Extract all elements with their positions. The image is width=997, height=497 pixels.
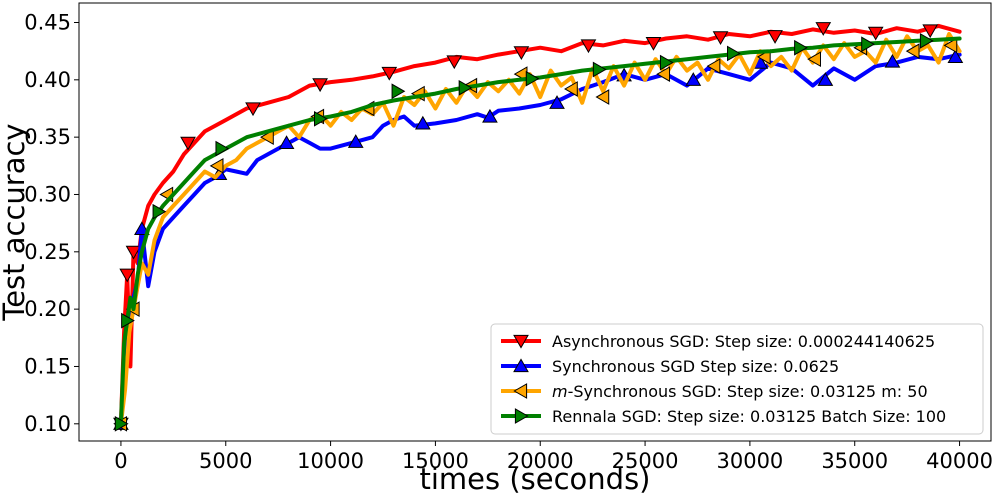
series-line [118,52,962,426]
series-marker [381,66,398,81]
x-axis-title: times (seconds) [419,462,650,496]
y-tick-label: 0.20 [24,297,71,321]
series-marker [347,134,364,148]
legend: Asynchronous SGD: Step size: 0.000244140… [490,323,984,435]
series-marker [482,108,498,123]
series-marker [245,102,261,117]
y-tick-label: 0.45 [24,10,71,34]
series-marker [209,157,224,174]
y-tick-label: 0.40 [24,68,71,92]
series-marker [513,46,530,60]
series-marker [312,78,328,93]
legend-marker [513,334,529,349]
x-tick-label: 15000 [402,449,469,473]
legend-label: Synchronous SGD Step size: 0.0625 [552,357,839,376]
series-marker [884,53,901,68]
legend-label: Rennala SGD: Step size: 0.03125 Batch Si… [552,407,946,426]
legend-label: Asynchronous SGD: Step size: 0.000244140… [552,332,935,351]
series-marker [134,221,150,235]
series-marker [767,30,783,44]
x-tick-label: 30000 [716,449,783,473]
series-marker [794,39,808,56]
series-marker [943,37,958,54]
x-tick-label: 5000 [199,449,252,473]
legend-marker [513,358,529,373]
series-marker [706,58,721,74]
x-tick-label: 20000 [507,449,574,473]
series-marker [580,39,597,54]
plot-frame [78,2,992,442]
series-4 [114,32,962,432]
series-marker [414,115,431,130]
series-1 [113,22,962,432]
series-marker [905,43,920,60]
series-line [118,23,962,426]
series-marker [807,51,821,68]
series-marker [861,36,875,53]
series-marker [817,72,834,86]
series-marker [114,415,129,432]
y-tick-label: 0.10 [24,412,71,436]
series-marker [867,26,884,41]
x-axis: 0 5000 10000 15000 20000 25000 30000 35000 40000 [114,441,993,473]
series-marker [121,312,135,329]
legend-label: m-Synchronous SGD: Step size: 0.03125 m:… [552,382,928,401]
series-3 [113,32,962,432]
series-marker [656,66,671,82]
series-marker [595,89,610,105]
series-marker [947,49,964,63]
series-marker [645,37,662,51]
legend-box [490,323,984,435]
series-marker [922,24,939,39]
series-marker [659,54,674,71]
series-marker [712,31,729,46]
y-tick-label: 0.15 [24,354,71,378]
y-axis-title: Test accuracy [0,123,31,321]
series-marker [458,79,473,96]
series-marker [215,140,230,157]
series-marker [119,268,136,283]
series-marker [564,81,578,97]
y-tick-label: 0.30 [24,182,71,206]
series-marker [391,83,406,100]
series-marker [125,245,142,260]
plot-area [113,22,964,432]
series-marker [549,95,565,109]
y-tick-label: 0.35 [24,125,71,149]
series-marker [685,72,702,86]
series-marker [919,32,934,49]
series-marker [815,22,832,36]
series-marker [446,55,463,70]
x-tick-label: 40000 [926,449,993,473]
x-tick-label: 0 [114,449,127,473]
y-axis: 0.10 0.15 0.20 0.25 0.30 0.35 0.40 0.45 [24,10,79,436]
series-marker [260,129,274,146]
series-marker [592,61,607,78]
y-tick-label: 0.25 [24,240,71,264]
x-tick-label: 25000 [612,449,679,473]
series-marker [278,135,295,149]
x-tick-label: 10000 [297,449,364,473]
x-tick-label: 35000 [821,449,888,473]
series-marker [180,136,196,151]
series-line [118,32,962,426]
series-marker [152,203,167,220]
legend-marker [514,408,529,424]
legend-marker [513,383,528,399]
series-marker [314,110,328,127]
series-marker [525,70,540,87]
series-marker [727,45,741,62]
